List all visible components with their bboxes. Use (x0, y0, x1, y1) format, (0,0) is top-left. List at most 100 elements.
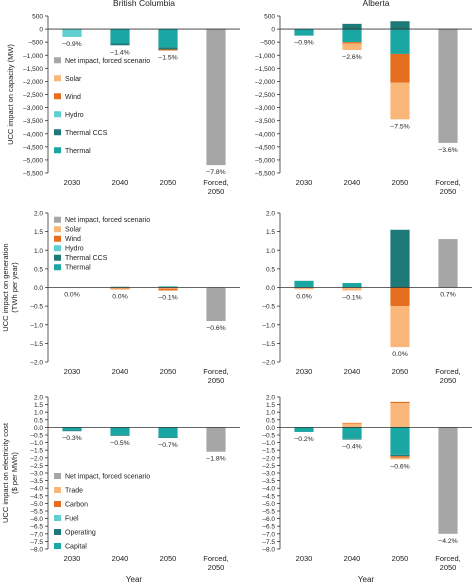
bar-segment (390, 454, 410, 457)
bar-percent-label: −3.6% (438, 147, 457, 154)
y-tick-label: –1.0 (262, 322, 275, 329)
bar-segment (342, 42, 362, 44)
y-tick-label: 2.0 (34, 211, 43, 218)
bar-segment (390, 427, 410, 455)
category-label: 2040 (344, 554, 361, 563)
bar-segment (158, 287, 178, 289)
legend-swatch (54, 216, 61, 223)
category-label: 2050 (440, 563, 457, 572)
bar-percent-label: −0.1% (342, 294, 361, 301)
y-tick-label: 0.0 (266, 425, 275, 432)
bar-segment (342, 43, 362, 51)
y-tick-label: –2,500 (255, 92, 275, 99)
category-label: 2040 (112, 554, 129, 563)
legend-label: Net impact, forced scenario (65, 217, 150, 224)
y-tick-label: –1.5 (262, 341, 275, 348)
y-tick-label: –5.5 (30, 509, 43, 516)
y-axis-title: UCC impact on generation (1, 243, 10, 331)
y-tick-label: 1.5 (34, 402, 43, 409)
y-tick-label: 0.0 (34, 425, 43, 432)
y-tick-label: –8.0 (30, 547, 43, 554)
category-label: 2050 (392, 554, 409, 563)
category-label: 2050 (392, 178, 409, 187)
x-axis-title: Year (126, 575, 143, 584)
bar-segment (390, 287, 410, 307)
y-tick-label: –500 (261, 40, 276, 47)
bar-segment (206, 427, 226, 452)
legend-swatch (54, 501, 61, 507)
y-tick-label: –500 (29, 40, 44, 47)
bar-segment (438, 29, 458, 143)
y-tick-label: –2,000 (255, 79, 275, 86)
legend-label: Thermal (65, 265, 91, 272)
category-label: Forced, (203, 178, 228, 187)
bar-segment (342, 422, 362, 424)
y-tick-label: 0.5 (34, 266, 43, 273)
bar-segment (390, 21, 410, 30)
y-tick-label: –4.0 (262, 486, 275, 493)
bar-segment (390, 306, 410, 348)
y-axis-title-unit: ($ per MWh) (10, 452, 19, 494)
bar-segment (342, 438, 362, 440)
panel-cost-5: 2.01.51.00.50.0–0.5–1.0–1.5–2.0–2.5–3.0–… (262, 395, 472, 572)
legend-label: Hydro (65, 246, 84, 253)
y-tick-label: –3,500 (255, 118, 275, 125)
legend-label: Carbon (65, 502, 88, 509)
y-tick-label: –2.0 (262, 455, 275, 462)
legend-label: Fuel (65, 516, 79, 523)
column-title-0: British Columbia (113, 0, 175, 8)
bar-segment (158, 29, 178, 48)
legend-label: Solar (65, 76, 82, 83)
y-tick-label: –3.0 (262, 471, 275, 478)
panel-generation-3: 2.0 1.5 1.0 0.5 0.0 –0.5 –1.0 –1.5 –2.0 0.0% −0.1%… (262, 211, 472, 385)
bar-percent-label: −0.3% (62, 435, 81, 442)
y-tick-label: –5,500 (23, 171, 43, 178)
y-tick-label: 2.0 (266, 395, 275, 402)
bar-segment (342, 423, 362, 428)
bar-percent-label: 0.7% (440, 292, 456, 299)
bar-segment (390, 403, 410, 428)
y-tick-label: 2.0 (266, 211, 275, 218)
bar-segment (390, 456, 410, 458)
y-tick-label: 1.5 (266, 402, 275, 409)
bar-segment (110, 288, 130, 290)
legend-swatch (54, 515, 61, 521)
bar-segment (158, 286, 178, 288)
category-label: Forced, (435, 178, 460, 187)
bar-segment (342, 427, 362, 439)
y-tick-label: –7.5 (262, 539, 275, 546)
legend-swatch (54, 75, 61, 82)
legend-label: Hydro (65, 112, 84, 119)
category-label: 2040 (112, 178, 129, 187)
bar-segment (158, 49, 178, 51)
bar-percent-label: −7.5% (390, 123, 409, 130)
bar-segment (294, 287, 314, 290)
y-tick-label: –1.5 (30, 341, 43, 348)
legend-label: Net impact, forced scenario (65, 474, 150, 481)
bar-segment (110, 29, 130, 44)
bar-percent-label: −0.5% (110, 440, 129, 447)
y-tick-label: 0 (271, 27, 275, 34)
y-tick-label: 1.0 (266, 248, 275, 255)
y-tick-label: –6.5 (30, 524, 43, 531)
y-tick-label: –3.5 (262, 478, 275, 485)
bar-segment (390, 457, 410, 460)
bar-segment (390, 401, 410, 404)
column-title-1: Alberta (363, 0, 390, 8)
category-label: 2050 (208, 376, 225, 385)
category-label: 2030 (296, 367, 313, 376)
category-label: Forced, (203, 554, 228, 563)
bar-segment (110, 435, 130, 436)
legend-label: Operating (65, 530, 96, 537)
bar-percent-label: 0.0% (64, 292, 80, 299)
y-tick-label: –3.5 (30, 478, 43, 485)
y-axis-title: UCC impact on electricity cost (1, 422, 10, 523)
y-tick-label: –0.5 (262, 304, 275, 311)
y-tick-label: –5,500 (255, 171, 275, 178)
bar-percent-label: −0.2% (294, 436, 313, 443)
y-tick-label: 1.5 (34, 229, 43, 236)
panel-generation-2: 2.0 1.5 1.0 0.5 0.0 –0.5 –1.0 –1.5 –2.0 UCC impac… (1, 211, 240, 385)
category-label: Forced, (435, 367, 460, 376)
legend-label: Thermal CCS (65, 130, 108, 137)
